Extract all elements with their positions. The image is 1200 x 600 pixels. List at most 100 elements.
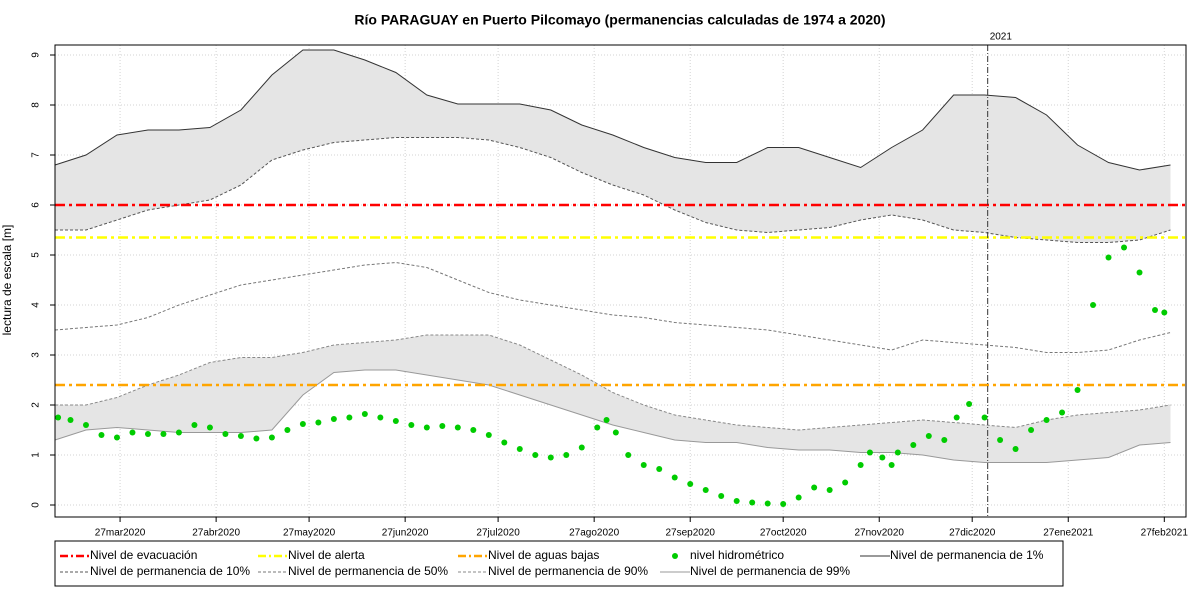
data-point (718, 493, 725, 499)
data-point (299, 421, 306, 427)
data-point (392, 418, 399, 424)
data-point (811, 484, 818, 491)
data-point (1012, 446, 1019, 452)
data-point (981, 414, 988, 421)
data-point (129, 429, 136, 436)
x-tick-label: 27abr2020 (192, 528, 240, 539)
data-point (953, 414, 960, 421)
data-point (780, 501, 787, 507)
data-point (237, 433, 244, 439)
data-point (764, 500, 771, 507)
data-point (253, 435, 260, 442)
y-tick-label: 5 (31, 252, 42, 258)
data-point (603, 417, 610, 423)
data-point (625, 452, 632, 458)
legend-label: Nivel de evacuación (90, 548, 197, 562)
data-point (966, 401, 973, 407)
data-point (206, 424, 213, 431)
legend-box (54, 540, 1064, 587)
y-tick-label: 6 (31, 202, 42, 208)
legend-label: Nivel de permanencia de 99% (690, 564, 850, 578)
series-line (54, 49, 1171, 171)
data-point (702, 487, 709, 493)
data-point (866, 449, 873, 456)
data-point (67, 417, 74, 423)
y-tick-label: 4 (31, 302, 42, 308)
x-tick-label: 27mar2020 (95, 528, 146, 539)
year-label: 2021 (990, 32, 1013, 43)
series-line (55, 137, 1171, 243)
x-tick-label: 27feb2021 (1141, 528, 1189, 539)
data-point (687, 481, 694, 487)
data-point (454, 424, 461, 431)
data-point (640, 462, 647, 468)
data-point (408, 422, 415, 428)
x-tick-label: 27dic2020 (949, 528, 996, 539)
data-point (315, 419, 322, 426)
data-point (222, 431, 229, 437)
data-point (578, 444, 585, 451)
legend-label: Nivel de permanencia de 50% (288, 564, 448, 578)
data-point (826, 487, 833, 493)
data-point (1074, 387, 1081, 393)
data-point (470, 427, 477, 433)
legend-label: Nivel de permanencia de 1% (890, 548, 1044, 562)
x-tick-label: 27nov2020 (854, 528, 904, 539)
y-tick-label: 1 (31, 452, 42, 458)
data-point (175, 429, 182, 436)
data-point (910, 442, 917, 448)
data-point (439, 423, 446, 429)
data-point (516, 446, 523, 452)
legend-symbol (672, 553, 678, 559)
x-tick-label: 27oct2020 (760, 528, 807, 539)
series-line (54, 261, 1171, 353)
data-point (925, 433, 932, 439)
data-point (1161, 309, 1168, 316)
series-line (55, 334, 1171, 431)
data-point (377, 414, 384, 421)
plot-frame (54, 44, 1187, 518)
legend-label: Nivel de aguas bajas (488, 548, 599, 562)
data-point (330, 416, 337, 422)
y-axis-title: lectura de escala [m] (0, 225, 14, 336)
data-point (361, 411, 368, 417)
data-point (594, 424, 601, 431)
data-point (82, 422, 89, 428)
x-tick-label: 27ene2021 (1043, 528, 1093, 539)
data-point (144, 431, 151, 437)
x-tick-label: 27jun2020 (382, 528, 429, 539)
data-point (160, 431, 167, 437)
series-line (54, 369, 1171, 463)
data-point (1059, 409, 1066, 416)
x-tick-label: 27sep2020 (665, 528, 715, 539)
data-point (485, 432, 492, 438)
y-tick-label: 9 (31, 52, 42, 58)
data-point (532, 452, 539, 458)
data-point (423, 424, 430, 431)
data-point (894, 449, 901, 456)
data-point (55, 414, 62, 421)
data-point (656, 466, 663, 472)
data-point (284, 427, 291, 433)
legend-label: Nivel de alerta (288, 548, 365, 562)
data-point (501, 439, 508, 446)
data-point (941, 437, 948, 443)
legend-label: Nivel de permanencia de 10% (90, 564, 250, 578)
data-point (98, 432, 105, 438)
data-point (842, 479, 849, 486)
y-tick-label: 7 (31, 152, 42, 158)
y-tick-label: 2 (31, 402, 42, 408)
band (55, 50, 1171, 243)
data-point (346, 414, 353, 421)
y-tick-label: 0 (31, 502, 42, 508)
chart-title: Río PARAGUAY en Puerto Pilcomayo (perman… (354, 12, 885, 28)
data-point (1136, 269, 1143, 276)
data-point (1152, 307, 1159, 313)
legend-label: Nivel de permanencia de 90% (488, 564, 648, 578)
data-point (1105, 254, 1112, 261)
x-tick-label: 27ago2020 (569, 528, 619, 539)
data-point (1028, 427, 1035, 433)
data-point (997, 437, 1004, 443)
data-point (563, 452, 570, 458)
